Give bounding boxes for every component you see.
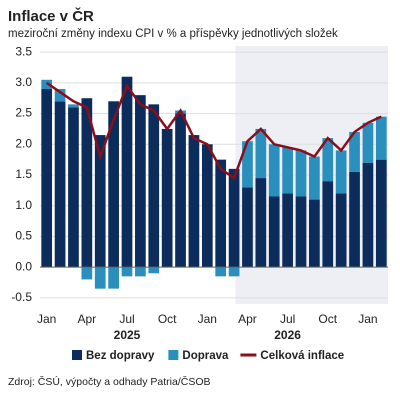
bar bbox=[188, 135, 200, 268]
bar bbox=[94, 267, 106, 289]
bar bbox=[335, 150, 347, 194]
y-tick-label: 3.0 bbox=[15, 75, 32, 89]
bar bbox=[148, 104, 160, 268]
bar bbox=[68, 107, 79, 268]
bar bbox=[349, 171, 360, 268]
bar bbox=[94, 135, 106, 268]
bar bbox=[375, 159, 387, 268]
bar bbox=[282, 147, 293, 194]
bar bbox=[121, 76, 133, 268]
bar bbox=[242, 141, 253, 188]
bar bbox=[175, 113, 186, 268]
bar bbox=[362, 122, 374, 163]
x-tick-label: Jan bbox=[358, 312, 377, 326]
legend-label: Bez dopravy bbox=[86, 350, 155, 362]
bar bbox=[215, 159, 227, 268]
x-tick-label: Jul bbox=[119, 312, 134, 326]
bar bbox=[215, 267, 227, 277]
y-tick-label: 0.0 bbox=[15, 259, 32, 273]
bar bbox=[41, 79, 53, 89]
x-tick-label: Jul bbox=[280, 312, 295, 326]
bar bbox=[135, 95, 146, 268]
bar bbox=[375, 116, 387, 160]
source: Zdroj: ČSÚ, výpočty a odhady Patria/ČSOB bbox=[8, 375, 211, 388]
x-tick-label: Jan bbox=[198, 312, 217, 326]
bar bbox=[135, 267, 146, 277]
legend-swatch bbox=[168, 350, 179, 360]
chart-subtitle: meziroční změny indexu CPI v % a příspěv… bbox=[8, 28, 338, 40]
x-group-label: 2026 bbox=[274, 328, 301, 342]
bar bbox=[54, 101, 66, 268]
bar bbox=[295, 196, 307, 268]
bar bbox=[108, 101, 119, 268]
bar bbox=[255, 178, 267, 268]
bar bbox=[81, 267, 93, 280]
y-tick-label: 2.5 bbox=[15, 106, 32, 120]
line bbox=[45, 81, 382, 181]
bar bbox=[322, 181, 334, 268]
chart-title: Inflace v ČR bbox=[8, 7, 94, 25]
y-tick-label: 1.5 bbox=[15, 167, 32, 181]
x-group-label: 2025 bbox=[114, 328, 141, 342]
bar bbox=[228, 267, 240, 277]
bar bbox=[54, 89, 66, 102]
legend-label: Celková inflace bbox=[260, 350, 344, 362]
y-tick-label: -0.5 bbox=[11, 290, 32, 304]
legend-swatch bbox=[72, 350, 82, 360]
bar bbox=[161, 128, 173, 268]
bar bbox=[335, 193, 347, 268]
y-tick-label: 3.5 bbox=[15, 44, 32, 58]
bar bbox=[81, 98, 93, 268]
x-tick-label: Apr bbox=[238, 312, 257, 326]
x-tick-label: Jan bbox=[37, 312, 56, 326]
legend-label: Doprava bbox=[182, 350, 229, 362]
bar bbox=[242, 187, 253, 268]
bar bbox=[108, 267, 119, 289]
bar bbox=[68, 104, 79, 108]
bar bbox=[309, 199, 320, 268]
bar bbox=[322, 138, 334, 182]
bar bbox=[201, 144, 213, 268]
bar bbox=[148, 267, 160, 274]
bar bbox=[268, 144, 280, 197]
bar bbox=[282, 193, 293, 268]
bar bbox=[349, 132, 360, 172]
bar bbox=[121, 267, 133, 277]
bar bbox=[362, 162, 374, 268]
bar bbox=[228, 168, 240, 268]
bar bbox=[309, 156, 320, 200]
y-tick-label: 2.0 bbox=[15, 136, 32, 150]
y-tick-label: 1.0 bbox=[15, 198, 32, 212]
bar bbox=[41, 89, 53, 268]
x-tick-label: Oct bbox=[158, 312, 177, 326]
bar bbox=[255, 128, 267, 179]
bar bbox=[295, 150, 307, 197]
bar bbox=[268, 196, 280, 268]
y-tick-label: 0.5 bbox=[15, 229, 32, 243]
x-tick-label: Apr bbox=[78, 312, 97, 326]
x-tick-label: Oct bbox=[318, 312, 337, 326]
